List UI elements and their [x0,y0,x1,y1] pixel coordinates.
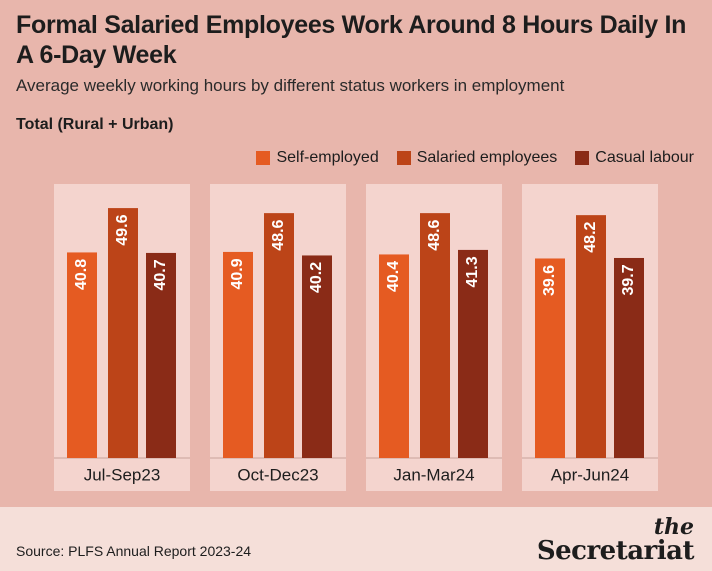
data-label-4-3: 39.7 [620,264,637,295]
footer: Source: PLFS Annual Report 2023-24 the S… [0,507,712,571]
bar-4-3 [614,257,644,458]
legend-swatch-salaried [396,151,411,165]
source-note: Source: PLFS Annual Report 2023-24 [16,543,252,559]
chart-subtitle: Average weekly working hours by differen… [16,76,565,95]
category-label-2: Oct-Dec23 [237,465,318,484]
brand-logo: the Secretariat [536,514,695,566]
data-label-1-3: 40.7 [152,259,169,290]
brand-name: Secretariat [536,536,695,566]
brand-the: the [653,514,694,540]
bar-3-3 [458,249,488,458]
bar-4-1 [535,258,565,458]
legend-item-casual: Casual labour [575,149,694,167]
bar-3-2 [420,213,450,458]
data-label-3-2: 48.6 [426,219,443,250]
chart-legend: Self-employed Salaried employees Casual … [256,149,694,167]
bar-2-1 [223,251,253,458]
data-label-2-1: 40.9 [229,258,246,289]
bar-1-3 [146,252,176,458]
bar-4-2 [576,215,606,458]
bar-2-2 [264,213,294,458]
bar-1-2 [108,208,138,458]
chart-title: Formal Salaried Employees Work Around 8 … [16,11,687,69]
category-label-4: Apr-Jun24 [551,465,629,484]
legend-label-salaried: Salaried employees [416,149,558,166]
data-label-4-1: 39.6 [541,265,558,296]
data-label-4-2: 48.2 [582,221,599,252]
data-label-3-1: 40.4 [385,261,402,292]
bar-chart: 40.8 49.6 40.7 Jul-Sep23 40.9 48.6 40.2 Oct-Dec… [54,184,658,491]
category-label-3: Jan-Mar24 [393,465,474,484]
category-label-1: Jul-Sep23 [84,465,161,484]
bar-2-3 [302,255,332,458]
legend-item-self-employed: Self-employed [256,149,379,167]
data-label-3-3: 41.3 [464,256,481,287]
legend-label-self-employed: Self-employed [276,149,379,166]
legend-swatch-casual [575,151,590,165]
legend-label-casual: Casual labour [595,149,694,166]
bar-3-1 [379,254,409,458]
data-label-2-3: 40.2 [308,262,325,293]
data-label-1-2: 49.6 [114,214,131,245]
data-label-1-1: 40.8 [73,259,90,290]
legend-item-salaried: Salaried employees [396,149,558,167]
bar-1-1 [67,252,97,458]
legend-swatch-self-employed [256,151,271,165]
data-label-2-2: 48.6 [270,219,287,250]
section-label: Total (Rural + Urban) [16,116,174,133]
